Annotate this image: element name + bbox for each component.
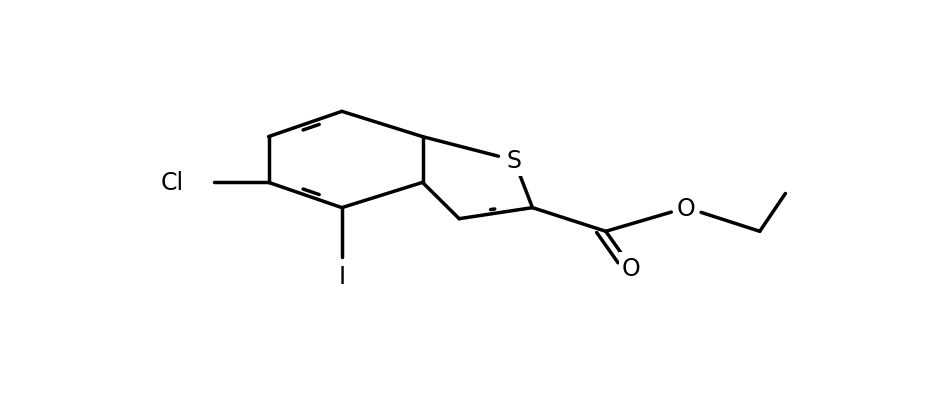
Text: O: O <box>622 256 640 280</box>
Text: S: S <box>507 149 521 173</box>
Text: Cl: Cl <box>161 171 184 195</box>
Text: I: I <box>339 265 345 289</box>
Text: O: O <box>677 196 696 220</box>
